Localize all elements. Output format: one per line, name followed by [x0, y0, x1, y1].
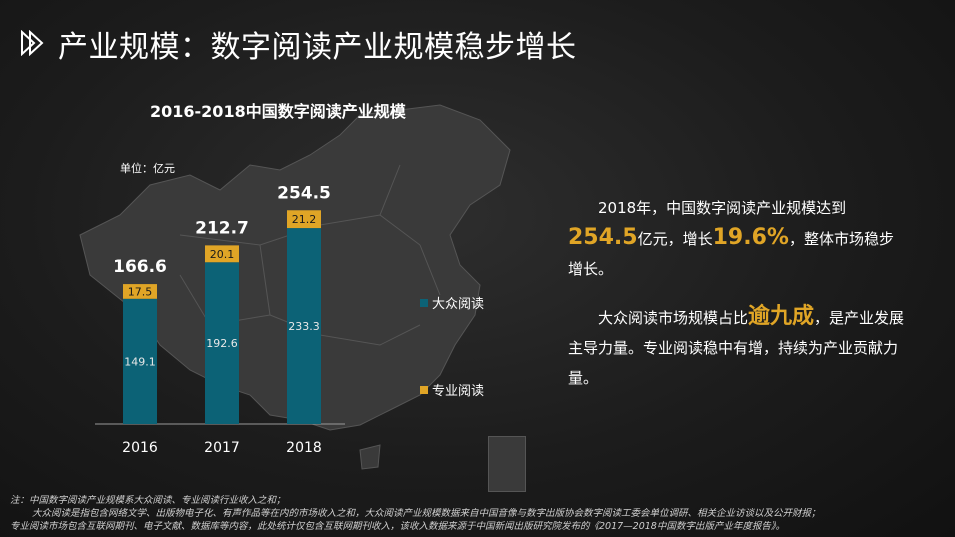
page-title: 产业规模：数字阅读产业规模稳步增长: [58, 30, 577, 65]
data-label: 21.2: [292, 213, 317, 226]
total-label: 166.6: [113, 257, 167, 277]
bar-segment-mass: [205, 262, 239, 424]
x-tick-label: 2016: [122, 440, 158, 456]
footnote-line: 注：中国数字阅读产业规模系大众阅读、专业阅读行业收入之和；: [10, 495, 286, 506]
footnote-line: 专业阅读市场包含互联网期刊、电子文献、数据库等内容，此处统计仅包含互联网期刊收入…: [10, 521, 786, 532]
analysis-paragraph-1: 2018年，中国数字阅读产业规模达到254.5亿元，增长19.6%，整体市场稳步…: [568, 199, 894, 278]
legend-label: 专业阅读: [432, 384, 485, 399]
total-label: 212.7: [195, 218, 249, 238]
play-arrow-icon: [21, 30, 44, 56]
footnote-line: 大众阅读是指包含网络文学、出版物电子化、有声作品等在内的市场收入之和，大众阅读产…: [32, 508, 821, 519]
total-label: 254.5: [277, 183, 331, 203]
legend-swatch-professional: [420, 385, 428, 394]
chart-title: 2016-2018中国数字阅读产业规模: [150, 102, 406, 121]
legend-label: 大众阅读: [432, 297, 485, 312]
bar-segment-mass: [287, 228, 321, 424]
data-label: 192.6: [206, 337, 238, 350]
highlight-growth: 19.6%: [712, 225, 789, 250]
south-sea-inset: [488, 436, 526, 492]
bar-segment-mass: [123, 298, 157, 424]
analysis-text: 2018年，中国数字阅读产业规模达到254.5亿元，增长19.6%，整体市场稳步…: [568, 193, 908, 393]
highlight-share: 逾九成: [748, 304, 815, 329]
x-tick-label: 2017: [204, 440, 240, 456]
legend-item-professional-reading: 专业阅读: [420, 380, 484, 399]
bar-segment-professional: [123, 284, 157, 299]
footnote: 注：中国数字阅读产业规模系大众阅读、专业阅读行业收入之和； 大众阅读是指包含网络…: [10, 494, 950, 533]
legend-swatch-mass: [420, 298, 428, 307]
unit-label: 单位：亿元: [120, 162, 175, 175]
bar-segment-professional: [205, 245, 239, 263]
x-tick-label: 2018: [286, 440, 322, 456]
data-label: 17.5: [128, 285, 153, 298]
analysis-paragraph-2: 大众阅读市场规模占比逾九成，是产业发展主导力量。专业阅读稳中有增，持续为产业贡献…: [568, 304, 905, 387]
bar-segment-professional: [287, 210, 321, 229]
legend-item-mass-reading: 大众阅读: [420, 293, 484, 312]
data-label: 20.1: [210, 248, 235, 261]
highlight-value: 254.5: [568, 225, 638, 250]
data-label: 233.3: [288, 320, 320, 333]
data-label: 149.1: [124, 355, 156, 368]
